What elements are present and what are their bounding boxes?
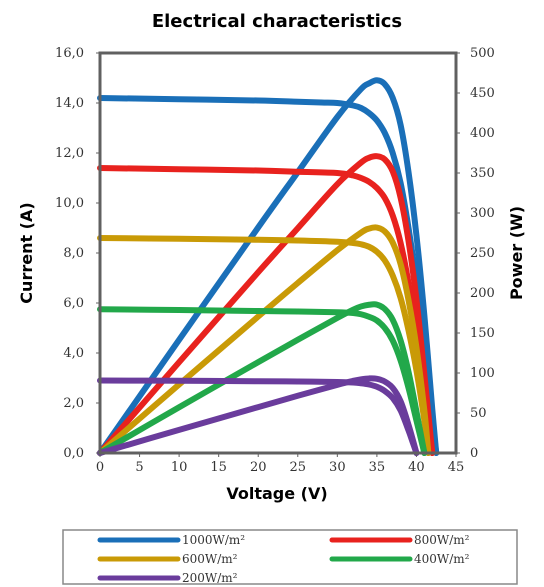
y-right-axis-label: Power (W) (507, 206, 526, 300)
chart-title: Electrical characteristics (152, 11, 402, 32)
y-left-tick-label: 14,0 (55, 96, 84, 111)
x-tick-label: 35 (369, 460, 386, 475)
y-right-tick-label: 50 (470, 406, 487, 421)
power-curve-2 (97, 224, 432, 456)
power-curve-0 (97, 77, 440, 456)
x-tick-label: 45 (448, 460, 465, 475)
y-right-tick-label: 250 (470, 246, 495, 261)
y-right-tick-label: 500 (470, 46, 495, 61)
y-left-tick-label: 6,0 (63, 296, 84, 311)
legend-label-1: 800W/m² (414, 533, 470, 547)
legend-label-2: 600W/m² (182, 552, 238, 566)
y-right-tick-label: 450 (470, 86, 495, 101)
power-curve-1 (97, 153, 436, 456)
iv-curve-4 (97, 377, 420, 456)
iv-curve-2 (97, 235, 432, 456)
x-tick-label: 20 (250, 460, 267, 475)
y-left-tick-label: 10,0 (55, 196, 84, 211)
iv-curve-0 (97, 95, 440, 456)
x-tick-label: 25 (290, 460, 307, 475)
x-tick-label: 0 (96, 460, 104, 475)
power-curve-4 (97, 375, 420, 456)
x-tick-label: 40 (408, 460, 425, 475)
y-right-tick-label: 400 (470, 126, 495, 141)
y-left-tick-label: 0,0 (63, 446, 84, 461)
x-tick-label: 30 (329, 460, 346, 475)
x-tick-label: 15 (210, 460, 227, 475)
power-curve-3 (97, 301, 428, 456)
y-right-tick-label: 100 (470, 366, 495, 381)
x-axis-label: Voltage (V) (226, 484, 327, 503)
y-left-axis-label: Current (A) (17, 202, 36, 303)
y-right-tick-label: 300 (470, 206, 495, 221)
ticks-layer: 0 5 10 15 20 25 30 35 40 45 0,0 2,0 4,0 6,0 8,0 10,0 12,… (55, 46, 495, 475)
y-left-tick-label: 8,0 (63, 246, 84, 261)
series-layer (97, 77, 440, 456)
x-tick-label: 10 (171, 460, 188, 475)
x-tick-label: 5 (135, 460, 143, 475)
y-right-tick-label: 150 (470, 326, 495, 341)
legend-label-0: 1000W/m² (182, 533, 245, 547)
y-left-tick-label: 12,0 (55, 146, 84, 161)
y-right-tick-label: 350 (470, 166, 495, 181)
y-right-tick-label: 0 (470, 446, 478, 461)
legend: 1000W/m² 800W/m² 600W/m² 400W/m² 200W/m² (97, 533, 470, 585)
y-right-tick-label: 200 (470, 286, 495, 301)
y-left-tick-label: 4,0 (63, 346, 84, 361)
legend-label-4: 200W/m² (182, 571, 238, 585)
iv-curve-3 (97, 306, 428, 456)
legend-label-3: 400W/m² (414, 552, 470, 566)
y-left-tick-label: 16,0 (55, 46, 84, 61)
y-left-tick-label: 2,0 (63, 396, 84, 411)
